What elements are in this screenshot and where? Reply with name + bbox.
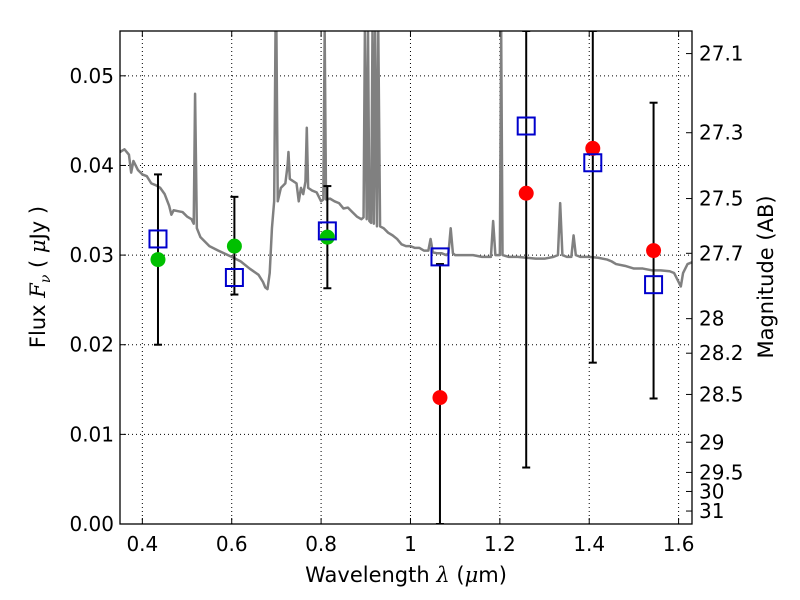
x-tick-label: 1 — [404, 532, 417, 556]
y-tick-label: 0.01 — [69, 422, 114, 446]
mag-tick-label: 29.5 — [699, 460, 744, 484]
mag-tick-label: 27.7 — [699, 241, 744, 265]
model-spectrum-line — [120, 31, 692, 291]
y-axis-label: Flux Fν ( μJy ) — [26, 206, 54, 348]
data-point-circle — [432, 390, 448, 406]
y-tick-label: 0.04 — [69, 153, 114, 177]
data-point-square — [430, 247, 450, 267]
plot-border — [119, 30, 693, 525]
y-tick-label: 0.05 — [69, 64, 114, 88]
y-tick-label: 0.00 — [69, 512, 114, 536]
mag-tick-label: 27.1 — [699, 42, 744, 66]
plot-area — [120, 31, 692, 524]
data-point-square — [516, 116, 536, 136]
x-axis-label: Wavelength λ (μm) — [305, 563, 507, 587]
mag-tick-label: 28.2 — [699, 341, 744, 365]
data-point-circle — [150, 252, 166, 268]
x-tick-label: 1.2 — [484, 532, 516, 556]
data-point-circle — [319, 229, 335, 245]
mag-tick-label: 29 — [699, 430, 724, 454]
data-point-circle — [226, 238, 242, 254]
data-point-square — [583, 153, 603, 173]
axis-ticks: 0.4 0.6 0.8 1 1.2 1.4 1.6 0.00 0.01 0.02 0.03 0.04 0… — [69, 31, 744, 556]
data-point-circle — [585, 140, 601, 156]
mag-tick-label: 28 — [699, 307, 724, 331]
data-point-square — [224, 268, 244, 287]
x-tick-label: 0.6 — [216, 532, 248, 556]
data-point-circle — [646, 243, 662, 259]
y-tick-label: 0.02 — [69, 333, 114, 357]
data-point-circle — [518, 185, 534, 201]
mag-tick-label: 28.5 — [699, 382, 744, 406]
data-point-square — [317, 221, 337, 241]
mag-tick-label: 31 — [699, 499, 724, 523]
mag-tick-label: 27.3 — [699, 121, 744, 145]
x-tick-label: 1.6 — [663, 532, 695, 556]
axes-frame — [119, 30, 693, 525]
data-point-square — [148, 229, 168, 249]
y-tick-label: 0.03 — [69, 243, 114, 267]
x-tick-label: 0.8 — [305, 532, 337, 556]
y2-axis-label: Magnitude (AB) — [754, 195, 778, 358]
data-point-square — [644, 275, 664, 295]
x-tick-label: 1.4 — [573, 532, 605, 556]
mag-tick-label: 30 — [699, 479, 724, 503]
x-tick-label: 0.4 — [126, 532, 158, 556]
mag-tick-label: 27.5 — [699, 187, 744, 211]
